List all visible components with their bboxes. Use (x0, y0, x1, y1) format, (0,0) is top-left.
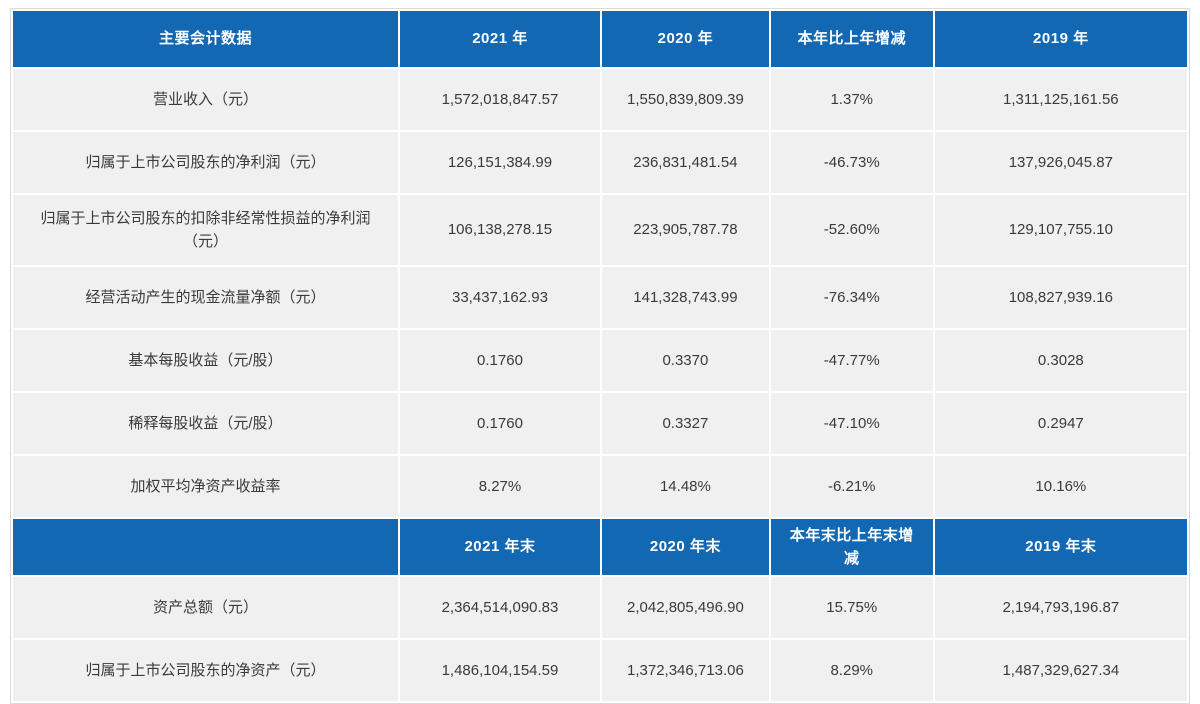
data-cell: 223,905,787.78 (601, 195, 769, 265)
data-cell: 1,572,018,847.57 (399, 69, 600, 130)
data-cell: 8.29% (770, 640, 933, 701)
table-row-total-assets: 资产总额（元） 2,364,514,090.83 2,042,805,496.9… (13, 577, 1187, 638)
data-cell: 106,138,278.15 (399, 195, 600, 265)
financial-summary-table-container: 主要会计数据 2021 年 2020 年 本年比上年增减 2019 年 营业收入… (10, 8, 1190, 704)
financial-summary-table: 主要会计数据 2021 年 2020 年 本年比上年增减 2019 年 营业收入… (10, 8, 1190, 704)
data-cell: -47.10% (770, 393, 933, 454)
row-label: 资产总额（元） (13, 577, 398, 638)
data-cell: 2,042,805,496.90 (601, 577, 769, 638)
column-header-2021: 2021 年 (399, 11, 600, 67)
column-header-2019-yearend: 2019 年末 (934, 519, 1187, 575)
data-cell: -76.34% (770, 267, 933, 328)
column-header-2021-yearend: 2021 年末 (399, 519, 600, 575)
data-cell: 1.37% (770, 69, 933, 130)
table-row-operating-revenue: 营业收入（元） 1,572,018,847.57 1,550,839,809.3… (13, 69, 1187, 130)
data-cell: 236,831,481.54 (601, 132, 769, 193)
data-cell: 8.27% (399, 456, 600, 517)
column-header-main-accounting-data: 主要会计数据 (13, 11, 398, 67)
row-label: 归属于上市公司股东的净利润（元） (13, 132, 398, 193)
data-cell: 126,151,384.99 (399, 132, 600, 193)
row-label: 归属于上市公司股东的净资产（元） (13, 640, 398, 701)
column-header-2020: 2020 年 (601, 11, 769, 67)
column-header-2020-yearend: 2020 年末 (601, 519, 769, 575)
data-cell: 108,827,939.16 (934, 267, 1187, 328)
table-row-net-profit: 归属于上市公司股东的净利润（元） 126,151,384.99 236,831,… (13, 132, 1187, 193)
data-cell: -52.60% (770, 195, 933, 265)
section1-header-row: 主要会计数据 2021 年 2020 年 本年比上年增减 2019 年 (13, 11, 1187, 67)
column-header-yearend-change: 本年末比上年末增减 (770, 519, 933, 575)
row-label: 归属于上市公司股东的扣除非经常性损益的净利润（元） (13, 195, 398, 265)
data-cell: 129,107,755.10 (934, 195, 1187, 265)
table-row-diluted-eps: 稀释每股收益（元/股） 0.1760 0.3327 -47.10% 0.2947 (13, 393, 1187, 454)
data-cell: 14.48% (601, 456, 769, 517)
data-cell: 10.16% (934, 456, 1187, 517)
table-row-net-assets: 归属于上市公司股东的净资产（元） 1,486,104,154.59 1,372,… (13, 640, 1187, 701)
data-cell: 1,372,346,713.06 (601, 640, 769, 701)
table-row-basic-eps: 基本每股收益（元/股） 0.1760 0.3370 -47.77% 0.3028 (13, 330, 1187, 391)
data-cell: 33,437,162.93 (399, 267, 600, 328)
data-cell: 15.75% (770, 577, 933, 638)
data-cell: 1,550,839,809.39 (601, 69, 769, 130)
section2-header-row: 2021 年末 2020 年末 本年末比上年末增减 2019 年末 (13, 519, 1187, 575)
row-label: 经营活动产生的现金流量净额（元） (13, 267, 398, 328)
data-cell: -46.73% (770, 132, 933, 193)
data-cell: 0.2947 (934, 393, 1187, 454)
data-cell: 137,926,045.87 (934, 132, 1187, 193)
row-label: 营业收入（元） (13, 69, 398, 130)
data-cell: 1,311,125,161.56 (934, 69, 1187, 130)
table-row-operating-cash-flow: 经营活动产生的现金流量净额（元） 33,437,162.93 141,328,7… (13, 267, 1187, 328)
data-cell: 1,487,329,627.34 (934, 640, 1187, 701)
data-cell: 2,194,793,196.87 (934, 577, 1187, 638)
row-label: 加权平均净资产收益率 (13, 456, 398, 517)
table-row-net-profit-excl-nonrecurring: 归属于上市公司股东的扣除非经常性损益的净利润（元） 106,138,278.15… (13, 195, 1187, 265)
data-cell: 141,328,743.99 (601, 267, 769, 328)
data-cell: 0.3327 (601, 393, 769, 454)
data-cell: 2,364,514,090.83 (399, 577, 600, 638)
column-header-2019: 2019 年 (934, 11, 1187, 67)
row-label: 基本每股收益（元/股） (13, 330, 398, 391)
data-cell: 0.1760 (399, 393, 600, 454)
data-cell: -47.77% (770, 330, 933, 391)
data-cell: 0.3028 (934, 330, 1187, 391)
column-header-yoy-change: 本年比上年增减 (770, 11, 933, 67)
data-cell: -6.21% (770, 456, 933, 517)
row-label: 稀释每股收益（元/股） (13, 393, 398, 454)
table-row-weighted-avg-roe: 加权平均净资产收益率 8.27% 14.48% -6.21% 10.16% (13, 456, 1187, 517)
data-cell: 1,486,104,154.59 (399, 640, 600, 701)
data-cell: 0.1760 (399, 330, 600, 391)
column-header-blank (13, 519, 398, 575)
data-cell: 0.3370 (601, 330, 769, 391)
